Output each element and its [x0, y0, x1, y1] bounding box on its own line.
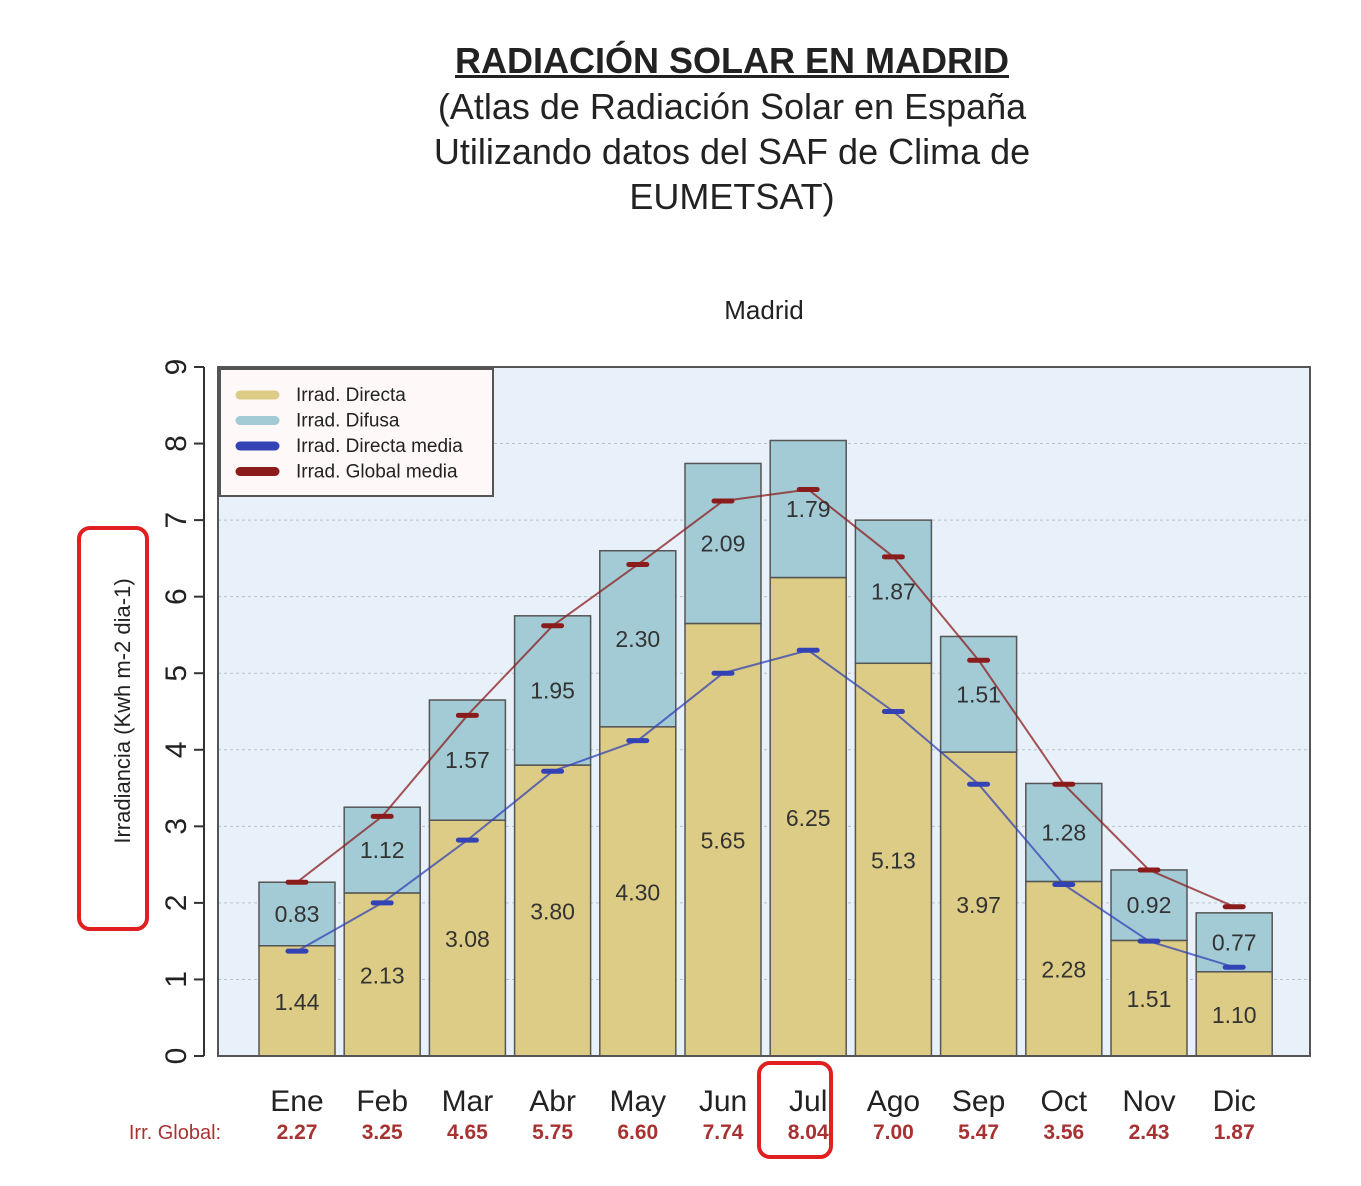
x-tick-label: Oct: [1040, 1085, 1087, 1118]
subtitle-line-2: Utilizando datos del SAF de Clima de: [433, 131, 1031, 172]
x-tick-label: Abr: [529, 1085, 576, 1118]
bar-difusa: [513, 615, 592, 766]
y-axis-label: Irradiancia (Kwh m-2 dia-1): [110, 578, 135, 843]
irr-global-value: 3.56: [1043, 1121, 1084, 1144]
bar-directa: [1025, 880, 1103, 1057]
data-label-difusa: 0.77: [1212, 929, 1257, 955]
irr-global-value: 7.74: [703, 1121, 744, 1144]
data-label-directa: 5.13: [871, 848, 916, 874]
data-label-difusa: 0.92: [1127, 892, 1172, 918]
data-label-directa: 3.97: [956, 892, 1001, 918]
irr-global-value: 4.65: [447, 1121, 488, 1144]
irr-global-value: 6.60: [617, 1121, 658, 1144]
page-title: RADIACIÓN SOLAR EN MADRID: [455, 40, 1009, 81]
irr-global-value: 3.25: [362, 1121, 403, 1144]
data-label-directa: 1.10: [1212, 1002, 1257, 1028]
page-header: RADIACIÓN SOLAR EN MADRID (Atlas de Radi…: [0, 38, 1361, 219]
irr-global-value: 8.04: [788, 1121, 829, 1144]
data-label-directa: 4.30: [615, 879, 660, 905]
data-label-difusa: 1.28: [1041, 819, 1086, 845]
data-label-directa: 2.13: [360, 962, 405, 988]
x-tick-label: Mar: [442, 1085, 494, 1118]
y-tick-label: 3: [160, 818, 193, 835]
y-tick-label: 6: [160, 588, 193, 605]
x-tick-label: Feb: [356, 1085, 408, 1118]
bar-difusa: [428, 699, 507, 821]
y-tick-label: 0: [160, 1048, 193, 1065]
irr-global-value: 5.47: [958, 1121, 999, 1144]
bar-difusa: [684, 462, 762, 625]
bar-difusa: [343, 806, 421, 894]
irr-global-value: 2.27: [277, 1121, 318, 1144]
x-tick-label: Dic: [1213, 1085, 1256, 1118]
data-label-directa: 5.65: [701, 828, 746, 854]
x-tick-label: Jul: [789, 1085, 827, 1118]
legend-label: Irrad. Global media: [296, 462, 458, 483]
y-tick-label: 4: [160, 741, 193, 758]
x-tick-label: Ago: [867, 1085, 920, 1118]
bar-directa: [599, 726, 677, 1057]
data-label-directa: 6.25: [786, 805, 831, 831]
data-label-difusa: 2.30: [615, 626, 660, 652]
y-tick-label: 1: [160, 971, 193, 988]
y-tick-label: 5: [160, 665, 193, 682]
data-label-difusa: 1.87: [871, 579, 916, 605]
x-tick-label: Sep: [952, 1085, 1005, 1118]
bar-difusa: [1025, 782, 1103, 883]
data-label-directa: 1.44: [275, 989, 320, 1015]
data-label-directa: 2.28: [1041, 957, 1086, 983]
data-label-difusa: 1.57: [445, 747, 490, 773]
x-tick-label: May: [609, 1085, 666, 1118]
irr-global-value: 7.00: [873, 1121, 914, 1144]
ylabel-highlight-box: [77, 526, 149, 931]
y-tick-label: 7: [160, 512, 193, 529]
bar-directa: [684, 622, 762, 1057]
x-tick-label: Nov: [1122, 1085, 1175, 1118]
y-tick-label: 2: [160, 895, 193, 912]
chart-title: Madrid: [724, 295, 803, 325]
x-tick-label: Jun: [699, 1085, 747, 1118]
irr-global-value: 2.43: [1129, 1121, 1170, 1144]
data-label-difusa: 1.79: [786, 496, 831, 522]
data-label-directa: 3.80: [530, 899, 575, 925]
subtitle-line-1: (Atlas de Radiación Solar en España: [437, 86, 1027, 127]
bar-directa: [343, 892, 421, 1057]
legend-label: Irrad. Directa media: [296, 436, 463, 457]
bar-difusa: [258, 881, 336, 947]
bar-difusa: [599, 549, 677, 728]
data-label-difusa: 1.51: [956, 681, 1001, 707]
data-label-difusa: 0.83: [275, 901, 320, 927]
line-directa-media: [296, 649, 1235, 969]
irr-global-label: Irr. Global:: [129, 1122, 221, 1144]
plot-frame: [217, 366, 1311, 1057]
data-label-difusa: 1.95: [530, 677, 575, 703]
irr-global-value: 1.87: [1214, 1121, 1255, 1144]
y-tick-label: 9: [160, 359, 193, 376]
legend-label: Irrad. Difusa: [296, 411, 400, 432]
bar-directa: [854, 662, 933, 1057]
x-tick-label: Ene: [270, 1085, 323, 1118]
y-tick-label: 8: [160, 435, 193, 452]
line-global-media: [296, 488, 1235, 908]
jul-highlight-box: [757, 1061, 833, 1159]
bar-difusa: [939, 635, 1018, 753]
bar-difusa: [854, 519, 933, 665]
data-label-difusa: 1.12: [360, 837, 405, 863]
bar-difusa: [1195, 912, 1273, 973]
data-label-directa: 3.08: [445, 926, 490, 952]
subtitle-line-3: EUMETSAT): [629, 176, 835, 217]
irr-global-value: 5.75: [532, 1121, 573, 1144]
legend-label: Irrad. Directa: [296, 385, 406, 406]
data-label-directa: 1.51: [1127, 986, 1172, 1012]
data-label-difusa: 2.09: [701, 530, 746, 556]
